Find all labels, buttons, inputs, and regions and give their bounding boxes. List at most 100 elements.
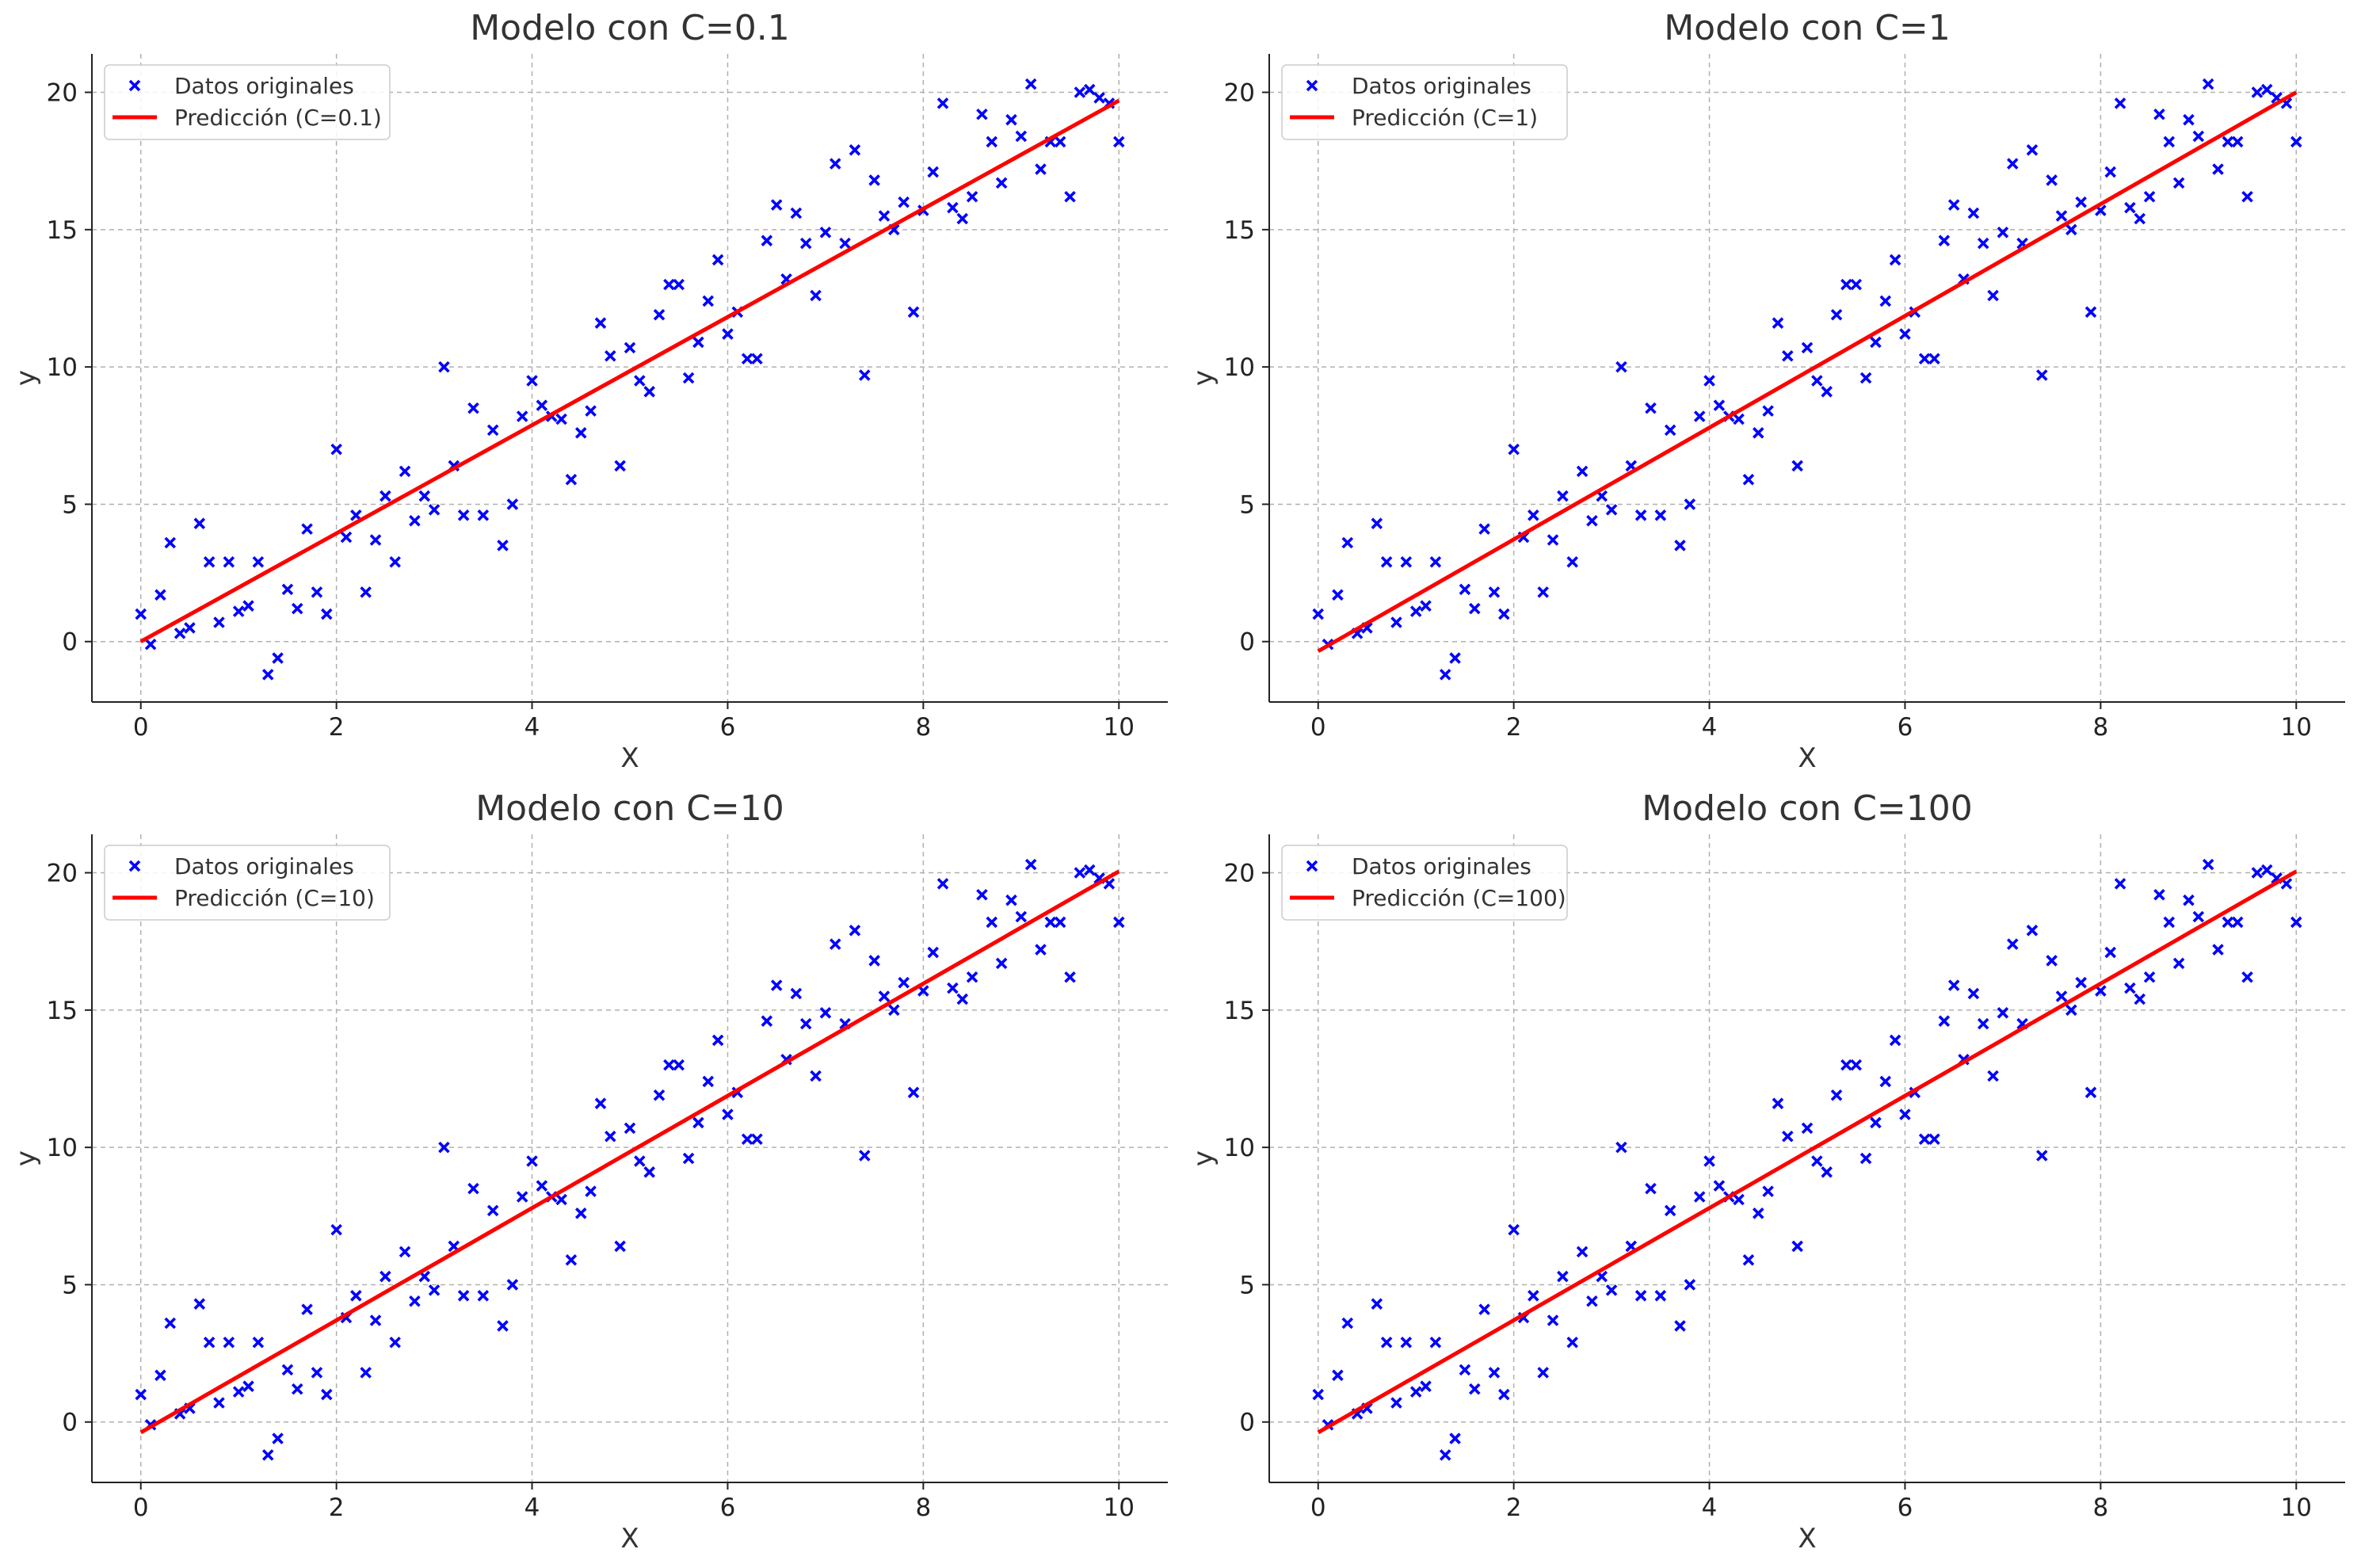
data-point (2065, 1004, 2077, 1017)
data-point (1762, 405, 1774, 417)
x-tick-label: 4 (524, 713, 540, 742)
data-point (301, 1303, 313, 1315)
legend-label-data: Datos originales (174, 853, 354, 879)
y-tick-label: 20 (1224, 79, 1255, 108)
y-tick-label: 10 (1224, 1134, 1255, 1162)
data-point (995, 957, 1008, 970)
data-point (1035, 163, 1047, 175)
data-point (1576, 465, 1589, 478)
scatter-series (135, 78, 1125, 681)
data-point (213, 616, 225, 628)
data-point (1547, 534, 1559, 546)
scatter-series (1312, 78, 2302, 681)
data-point (2026, 144, 2039, 156)
data-point (1791, 460, 1803, 472)
data-point (536, 1180, 548, 1192)
data-point (360, 586, 372, 598)
data-point (1586, 1295, 1598, 1307)
data-point (1015, 910, 1028, 923)
x-tick-label: 2 (329, 713, 345, 742)
data-point (1752, 1207, 1764, 1219)
data-point (1899, 1108, 1911, 1120)
data-point (1605, 504, 1618, 516)
y-tick-label: 20 (47, 860, 78, 888)
data-point (242, 600, 254, 612)
x-tick-label: 10 (2281, 713, 2312, 742)
data-point (457, 1290, 470, 1302)
data-point (193, 517, 206, 529)
data-point (986, 916, 998, 929)
data-point (663, 1059, 675, 1071)
data-point (888, 1004, 900, 1017)
chart-panel-2: 0 2 4 6 8 10 0 5 10 15 20 Modelo con C=1 Xy Datos ori… (1188, 8, 2345, 774)
data-point (1947, 979, 1960, 991)
x-tick-label: 4 (1702, 1494, 1718, 1522)
data-point (1093, 92, 1105, 104)
chart-title: Modelo con C=0.1 (470, 8, 790, 48)
data-point (1733, 1193, 1745, 1206)
data-point (203, 1336, 216, 1349)
data-point (369, 534, 382, 546)
data-point (878, 210, 891, 222)
data-point (2153, 108, 2165, 120)
y-tick-label: 5 (1239, 1271, 1255, 1299)
data-point (986, 135, 998, 148)
data-point (428, 504, 441, 516)
data-point (673, 1059, 685, 1071)
y-tick-label: 5 (1239, 490, 1255, 519)
data-point (799, 237, 812, 250)
data-point (907, 1086, 920, 1099)
data-point (1528, 1290, 1539, 1302)
data-point (1341, 1317, 1354, 1330)
legend: Datos originales Predicción (C=100) (1281, 845, 1568, 921)
data-point (819, 227, 832, 238)
data-point (1733, 413, 1745, 425)
data-point (790, 207, 803, 219)
data-point (1879, 1075, 1892, 1088)
x-tick-label: 4 (524, 1494, 540, 1522)
data-point (2134, 212, 2146, 225)
data-point (1112, 135, 1125, 148)
data-point (526, 1155, 538, 1167)
legend-label-data: Datos originales (1352, 853, 1531, 879)
data-point (1938, 1015, 1951, 1027)
data-point (1821, 1166, 1833, 1178)
scatter-series (1312, 858, 2302, 1461)
chart-panel-3: 0 2 4 6 8 10 0 5 10 15 20 Modelo con C=10 Xy Datos or… (10, 788, 1168, 1555)
data-point (1459, 583, 1471, 596)
x-tick-label: 0 (133, 1494, 149, 1522)
data-point (1674, 540, 1686, 551)
chart-title: Modelo con C=10 (475, 788, 784, 829)
y-tick-label: 10 (47, 353, 78, 382)
data-point (1928, 353, 1940, 365)
data-point (1566, 1336, 1578, 1349)
data-point (1557, 490, 1569, 502)
data-point (1879, 295, 1892, 307)
data-point (927, 166, 939, 178)
y-tick-label: 15 (47, 216, 78, 245)
data-point (682, 372, 695, 384)
data-point (1918, 353, 1931, 365)
legend-scatter-marker (1306, 860, 1318, 872)
x-tick-label: 6 (720, 1494, 736, 1522)
x-tick-label: 6 (720, 713, 736, 742)
legend-scatter-marker (128, 860, 141, 872)
data-point (1566, 555, 1578, 568)
data-point (1977, 237, 1989, 250)
data-point (927, 946, 939, 959)
data-point (1811, 375, 1823, 387)
data-point (555, 413, 567, 425)
data-point (1024, 78, 1037, 90)
data-point (1390, 1397, 1402, 1409)
data-point (380, 490, 391, 502)
data-point (1889, 1034, 1901, 1047)
scatter-series (135, 858, 1125, 1461)
data-point (1508, 443, 1520, 456)
y-tick-label: 0 (1239, 1409, 1255, 1437)
data-point (2172, 957, 2185, 970)
data-point (428, 1284, 441, 1296)
data-point (605, 1130, 616, 1143)
data-point (575, 1207, 587, 1219)
chart-panel-1: 0 2 4 6 8 10 0 5 10 15 20 Modelo con C=0.1 Xy Datos o… (10, 8, 1168, 774)
y-tick-label: 15 (47, 997, 78, 1025)
